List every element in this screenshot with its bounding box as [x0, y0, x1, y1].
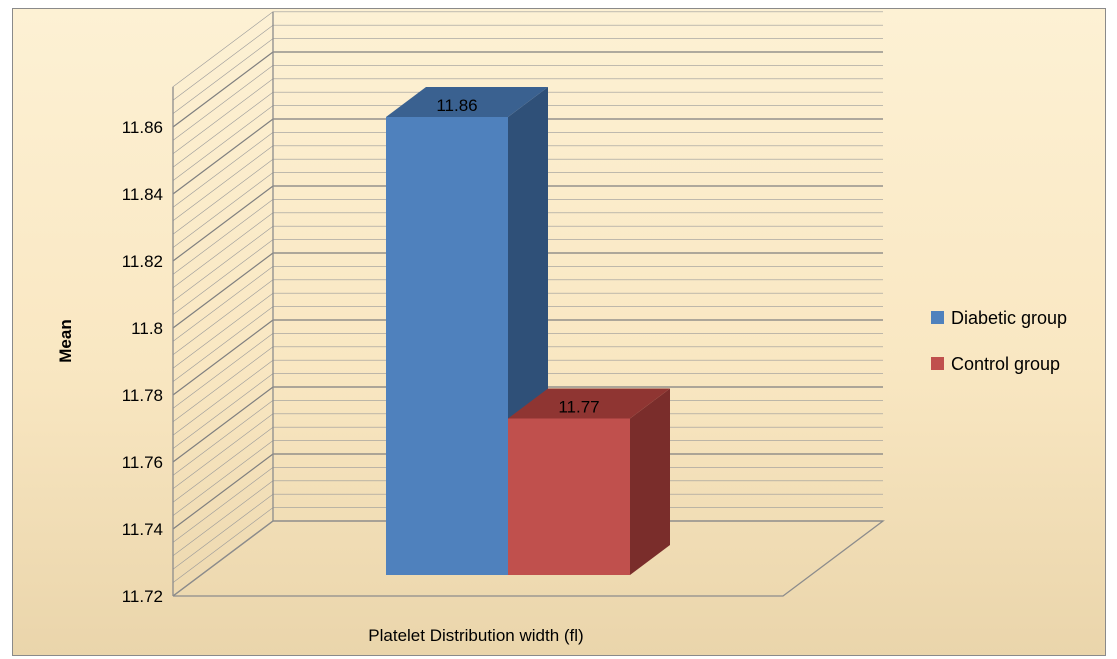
gridline [172, 493, 274, 570]
gridline [172, 38, 274, 114]
gridline [172, 24, 274, 101]
gridline [172, 373, 274, 449]
y-tick-label: 11.82 [122, 252, 163, 271]
gridline [172, 199, 274, 275]
data-labels: 11.86 11.77 [436, 96, 599, 417]
legend: Diabetic group Control group [931, 308, 1067, 374]
gridline [172, 426, 274, 503]
gridline [172, 413, 274, 490]
gridline [172, 480, 274, 557]
chart-area: 11.86 11.77 11.86 11.84 11.82 11.8 11.78 11.76… [12, 8, 1106, 656]
gridline [172, 158, 274, 235]
gridline [172, 359, 274, 436]
gridline [172, 306, 274, 382]
gridline [172, 65, 274, 141]
floor-outline [172, 520, 885, 597]
gridline [172, 292, 274, 369]
gridline [172, 319, 274, 396]
gridline [172, 132, 274, 208]
bar-control [508, 388, 670, 575]
bar-side [630, 388, 670, 575]
axes [172, 11, 885, 597]
gridline [172, 453, 274, 530]
bar-front [386, 117, 508, 575]
y-tick-label: 11.8 [131, 319, 163, 338]
bar-chart: 11.86 11.77 11.86 11.84 11.82 11.8 11.78 11.76… [56, 11, 1067, 645]
x-axis-label: Platelet Distribution width (fl) [368, 626, 583, 645]
legend-label-control: Control group [951, 354, 1060, 374]
gridline [172, 118, 274, 195]
gridline [172, 333, 274, 409]
gridline [172, 91, 274, 168]
y-tick-label: 11.74 [122, 520, 163, 539]
bar-front [508, 418, 630, 575]
gridline [172, 239, 274, 315]
gridline [172, 346, 274, 423]
gridline [172, 400, 274, 476]
legend-swatch-diabetic [931, 311, 944, 324]
gridline [172, 467, 274, 543]
y-tick-label: 11.78 [122, 386, 163, 405]
gridline [172, 145, 274, 222]
gridline [172, 212, 274, 289]
gridline [172, 11, 274, 88]
gridline [172, 225, 274, 302]
data-label: 11.77 [558, 398, 599, 417]
y-tick-label: 11.72 [122, 587, 163, 606]
y-tick-label: 11.86 [122, 118, 163, 137]
gridline [172, 78, 274, 155]
gridline [172, 185, 274, 262]
gridline [172, 266, 274, 342]
y-tick-label: 11.84 [122, 185, 163, 204]
gridline [172, 507, 274, 583]
gridline [172, 51, 274, 128]
y-tick-label: 11.76 [122, 453, 163, 472]
gridline [172, 105, 274, 181]
legend-swatch-control [931, 357, 944, 370]
gridline [172, 252, 274, 329]
gridlines [172, 11, 883, 597]
y-axis-label: Mean [56, 319, 75, 362]
gridline [172, 172, 274, 248]
bars [386, 87, 670, 575]
data-label: 11.86 [436, 96, 477, 115]
bar-top [508, 388, 670, 419]
gridline [172, 440, 274, 516]
bar-top [386, 87, 548, 117]
y-tick-labels: 11.86 11.84 11.82 11.8 11.78 11.76 11.74 11.72 [122, 118, 163, 606]
gridline [172, 386, 274, 463]
gridline [172, 279, 274, 356]
legend-label-diabetic: Diabetic group [951, 308, 1067, 328]
